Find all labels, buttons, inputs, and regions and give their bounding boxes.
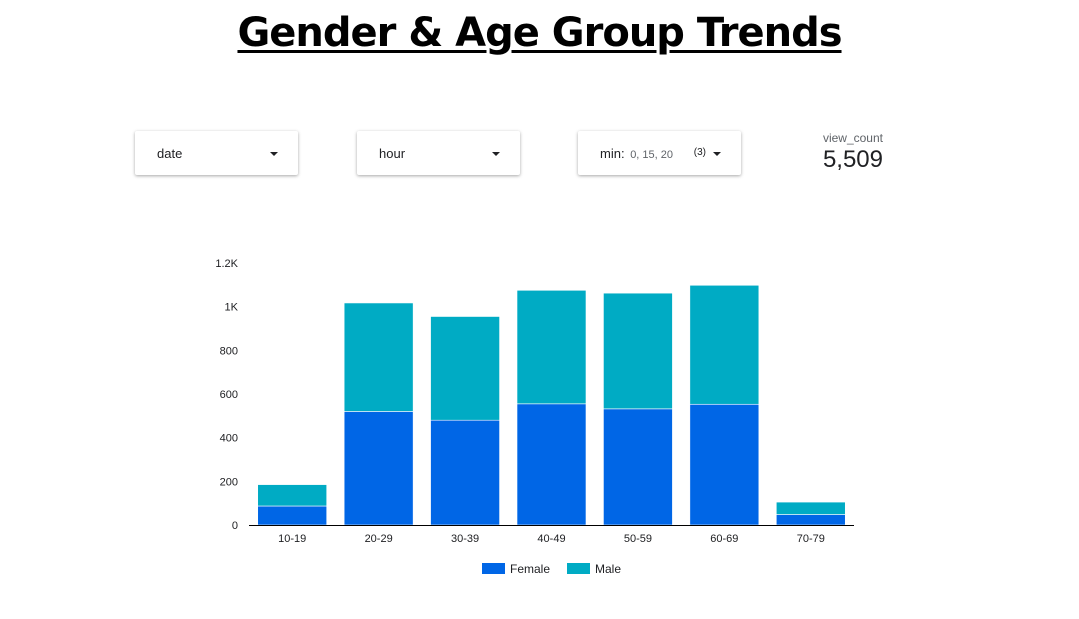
scorecard-value: 5,509 (822, 146, 883, 173)
legend-swatch-male (567, 563, 590, 574)
legend-label-male: Male (595, 562, 621, 576)
min-filter-count: (3) (693, 147, 706, 158)
bars (257, 284, 846, 526)
min-filter-label: min: (600, 146, 625, 161)
y-tick-label: 200 (220, 476, 238, 488)
x-tick-label: 60-69 (710, 533, 738, 545)
min-filter-values: 0, 15, 20 (630, 149, 674, 161)
y-axis: 0 200 400 600 800 1K 1.2K (215, 258, 238, 532)
x-axis: 10-19 20-29 30-39 40-49 50-59 60-69 70-79 (249, 525, 854, 545)
bar-female-60-69[interactable] (689, 403, 760, 526)
page-title: Gender & Age Group Trends (237, 10, 842, 56)
bar-male-50-59[interactable] (603, 292, 673, 410)
caret-down-icon (270, 152, 278, 156)
caret-down-icon (713, 152, 721, 156)
x-tick-label: 40-49 (537, 533, 565, 545)
y-tick-label: 0 (232, 520, 238, 532)
x-tick-label: 30-39 (451, 533, 479, 545)
y-tick-label: 1K (225, 302, 239, 314)
min-filter-label-group: min: 0, 15, 20 (600, 146, 673, 161)
view-count-scorecard: view_count 5,509 (790, 131, 883, 174)
bar-female-70-79[interactable] (775, 514, 846, 526)
bar-male-20-29[interactable] (343, 302, 414, 412)
x-tick-label: 10-19 (278, 533, 306, 545)
hour-filter-label: hour (379, 146, 406, 161)
bar-female-20-29[interactable] (343, 411, 414, 526)
bar-female-10-19[interactable] (257, 505, 328, 526)
legend-swatch-female (482, 563, 505, 574)
legend-label-female: Female (510, 562, 550, 576)
y-tick-label: 1.2K (215, 258, 238, 270)
bar-female-50-59[interactable] (603, 408, 673, 526)
bar-female-30-39[interactable] (430, 419, 500, 526)
x-tick-label: 50-59 (624, 533, 652, 545)
hour-filter-dropdown[interactable]: hour (357, 131, 520, 175)
caret-down-icon (492, 152, 500, 156)
bar-female-40-49[interactable] (516, 403, 587, 526)
date-filter-label: date (157, 146, 183, 161)
date-filter-dropdown[interactable]: date (135, 131, 298, 175)
min-filter-dropdown[interactable]: min: 0, 15, 20 (3) (578, 131, 741, 175)
x-tick-label: 20-29 (365, 533, 393, 545)
scorecard-metric: view_count (822, 131, 883, 145)
x-tick-label: 70-79 (797, 533, 825, 545)
bar-male-70-79[interactable] (775, 501, 846, 515)
bar-male-30-39[interactable] (430, 316, 500, 421)
y-tick-label: 800 (220, 345, 238, 357)
y-tick-label: 600 (220, 389, 238, 401)
bar-male-10-19[interactable] (257, 484, 328, 507)
bar-male-60-69[interactable] (689, 284, 760, 405)
bar-male-40-49[interactable] (516, 289, 587, 405)
y-tick-label: 400 (220, 433, 238, 445)
legend: Female Male (482, 562, 621, 576)
